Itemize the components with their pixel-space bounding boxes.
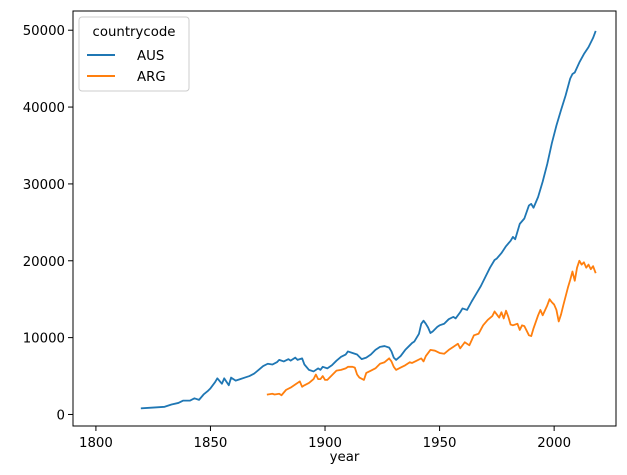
x-tick-label: 2000 [537,436,571,451]
series-layer [140,30,597,410]
y-tick-label: 40000 [23,101,65,116]
x-axis: 1800 1850 1900 1950 2000 [79,426,571,451]
y-tick-label: 50000 [23,24,65,39]
y-tick-label: 0 [57,408,65,423]
y-tick-label: 10000 [23,332,65,347]
legend-label-arg: ARG [137,70,166,85]
legend-title: countrycode [93,25,176,40]
series-line-arg [266,259,597,397]
x-axis-label: year [330,450,360,465]
y-tick-label: 20000 [23,255,65,270]
x-tick-label: 1850 [194,436,228,451]
legend-label-aus: AUS [137,49,164,64]
x-tick-label: 1900 [308,436,342,451]
x-tick-label: 1950 [423,436,457,451]
legend: countrycode AUS ARG [78,16,190,92]
x-tick-label: 1800 [79,436,113,451]
legend-box [78,16,190,92]
y-tick-label: 30000 [23,178,65,193]
plot-frame [72,10,617,427]
series-line-aus [140,30,597,410]
y-axis: 0 10000 20000 30000 40000 50000 [23,24,73,423]
